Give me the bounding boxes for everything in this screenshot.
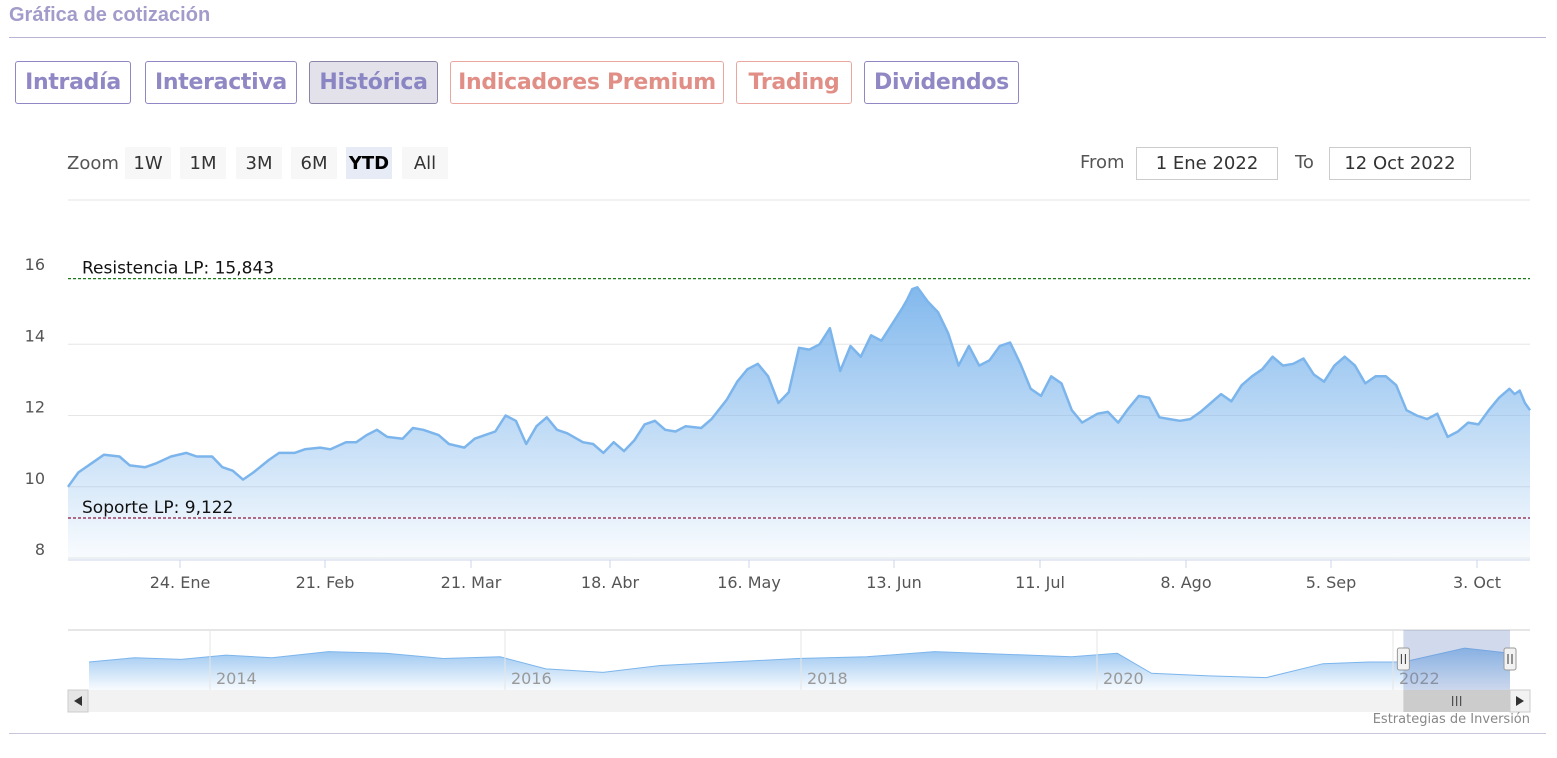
support-label: Soporte LP: 9,122 xyxy=(82,498,233,518)
x-tick-label: 16. May xyxy=(717,573,781,592)
x-tick-label: 21. Feb xyxy=(296,573,355,592)
page-title: Gráfica de cotización xyxy=(9,4,211,26)
navigator-tick-label: 2022 xyxy=(1399,669,1440,688)
zoom-all-button[interactable]: All xyxy=(402,147,448,179)
range-from-label: From xyxy=(1080,152,1125,173)
price-line xyxy=(66,286,1532,488)
tab-interactiva[interactable]: Interactiva xyxy=(145,61,297,104)
resistance-label: Resistencia LP: 15,843 xyxy=(82,259,274,279)
bottom-divider xyxy=(9,733,1546,734)
x-tick-label: 8. Ago xyxy=(1160,573,1211,592)
navigator-line xyxy=(88,647,1511,679)
navigator-tick-label: 2020 xyxy=(1103,669,1144,688)
y-tick-label: 10 xyxy=(25,469,45,488)
range-to-label: To xyxy=(1295,152,1314,173)
zoom-1m-button[interactable]: 1M xyxy=(180,147,226,179)
zoom-3m-button[interactable]: 3M xyxy=(236,147,282,179)
x-tick-label: 21. Mar xyxy=(441,573,502,592)
navigator-tick-label: 2014 xyxy=(216,669,257,688)
arrow-left-icon xyxy=(74,696,82,706)
y-tick-label: 16 xyxy=(25,255,45,274)
x-tick-label: 24. Ene xyxy=(150,573,211,592)
scrollbar-track[interactable] xyxy=(68,690,1530,712)
tab-trading[interactable]: Trading xyxy=(736,61,852,104)
tab-dividendos[interactable]: Dividendos xyxy=(864,61,1019,104)
title-divider xyxy=(9,37,1546,38)
credits-link[interactable]: Estrategias de Inversión xyxy=(1372,712,1530,727)
navigator-left-handle[interactable] xyxy=(1396,647,1410,671)
zoom-1w-button[interactable]: 1W xyxy=(125,147,171,179)
arrow-right-icon xyxy=(1516,696,1524,706)
x-tick-label: 5. Sep xyxy=(1306,573,1357,592)
x-tick-label: 11. Jul xyxy=(1015,573,1065,592)
navigator-selection[interactable] xyxy=(1403,630,1510,690)
price-area-fill xyxy=(68,287,1530,560)
zoom-label: Zoom xyxy=(67,153,119,174)
navigator-tick-label: 2018 xyxy=(807,669,848,688)
range-from-input[interactable]: 1 Ene 2022 xyxy=(1136,147,1278,180)
x-tick-label: 13. Jun xyxy=(866,573,922,592)
x-tick-label: 3. Oct xyxy=(1453,573,1501,592)
tab-intradia[interactable]: Intradía xyxy=(15,61,131,104)
y-tick-label: 12 xyxy=(25,398,45,417)
navigator-tick-label: 2016 xyxy=(511,669,552,688)
zoom-6m-button[interactable]: 6M xyxy=(291,147,337,179)
x-tick-label: 18. Abr xyxy=(581,573,640,592)
navigator-right-handle[interactable] xyxy=(1503,647,1517,671)
y-tick-label: 8 xyxy=(35,540,45,559)
y-tick-label: 14 xyxy=(25,326,45,345)
range-to-input[interactable]: 12 Oct 2022 xyxy=(1329,147,1471,180)
tab-indicadores-premium[interactable]: Indicadores Premium xyxy=(450,61,724,104)
tab-historica[interactable]: Histórica xyxy=(309,61,438,104)
zoom-ytd-button[interactable]: YTD xyxy=(346,147,392,179)
